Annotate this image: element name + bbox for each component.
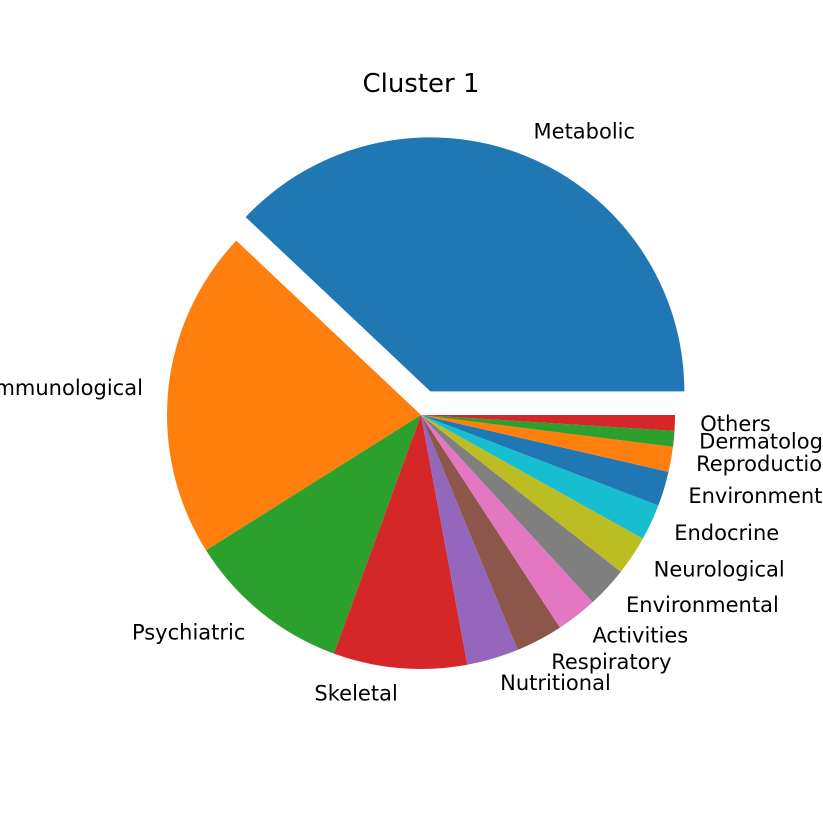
pie-slice-skeletal-3	[333, 415, 468, 670]
pie-slice-psychiatric-2	[206, 415, 421, 654]
pie-label-others-13: Others	[700, 412, 771, 436]
pie-slices	[166, 137, 685, 670]
pie-label-environmental-10: Environmental	[688, 484, 823, 508]
pie-slice-others-13	[421, 415, 675, 431]
pie-slice-immunological-1	[166, 240, 421, 551]
chart-title: Cluster 1	[362, 69, 479, 99]
pie-labels: Metabolic Immunological Psychiatric Skeleta…	[0, 120, 823, 706]
pie-label-environmental-7: Environmental	[626, 593, 779, 617]
pie-label-respiratory-5: Respiratory	[551, 650, 671, 674]
pie-slice-endocrine-9	[421, 415, 659, 539]
pie-slice-nutritional-4	[421, 415, 518, 665]
pie-label-skeletal-3: Skeletal	[314, 681, 397, 705]
pie-label-dermatology-12: Dermatology	[699, 429, 823, 453]
pie-slice-metabolic-0	[245, 137, 685, 392]
pie-slice-environmental-10	[421, 415, 669, 506]
pie-slice-neurological-8	[421, 415, 643, 572]
pie-label-neurological-8: Neurological	[654, 558, 785, 582]
pie-label-psychiatric-2: Psychiatric	[132, 620, 245, 644]
pie-slice-activities-6	[421, 415, 593, 628]
pie-label-metabolic-0: Metabolic	[534, 120, 636, 144]
pie-slice-respiratory-5	[421, 415, 560, 650]
pie-label-endocrine-9: Endocrine	[674, 521, 779, 545]
pie-slice-dermatology-12	[421, 415, 675, 447]
pie-slice-reproduction-11	[421, 415, 674, 472]
pie-label-reproduction-11: Reproduction	[696, 452, 823, 476]
pie-slice-environmental-7	[421, 415, 621, 603]
pie-label-nutritional-4: Nutritional	[500, 671, 611, 695]
pie-label-immunological-1: Immunological	[0, 376, 143, 400]
pie-label-activities-6: Activities	[592, 624, 688, 648]
